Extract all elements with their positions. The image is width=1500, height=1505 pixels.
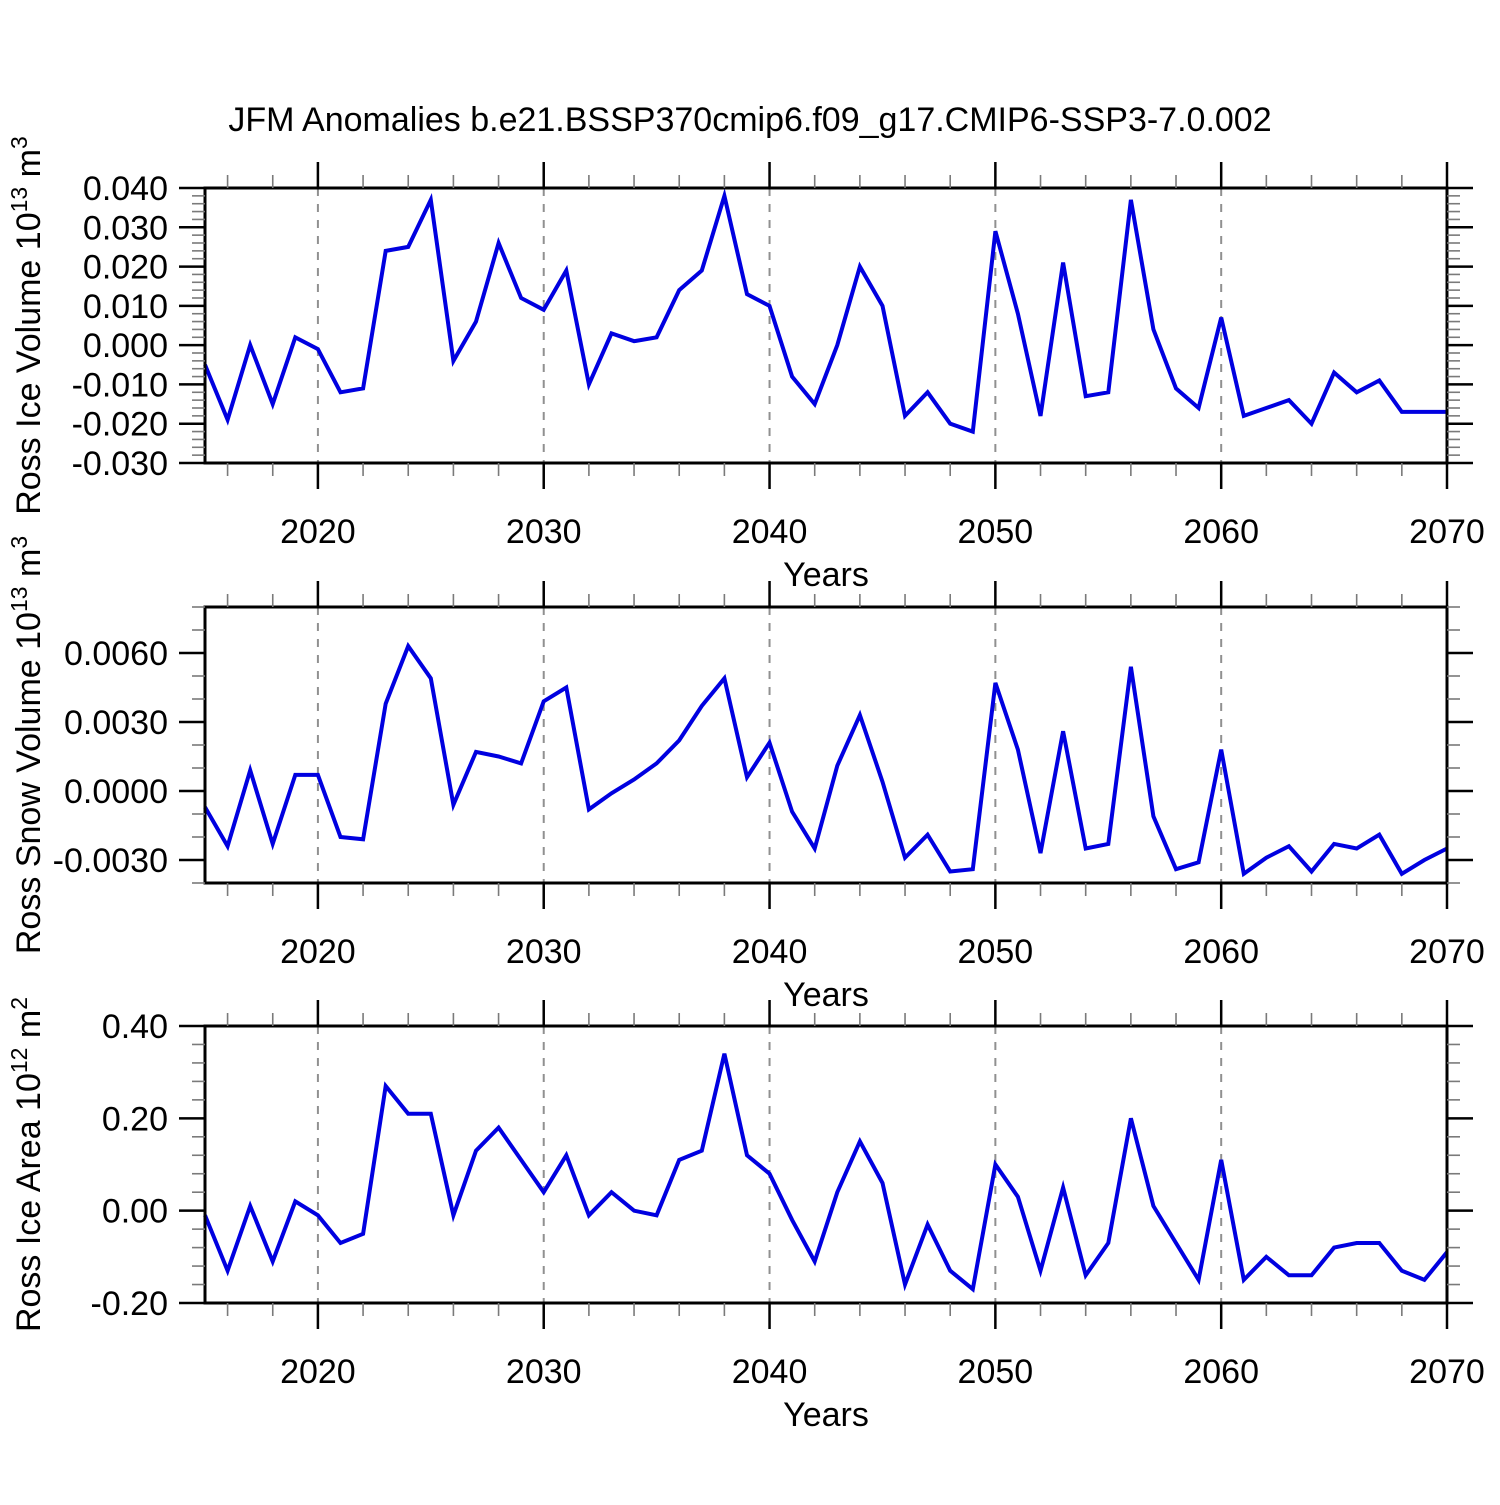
svg-text:0.010: 0.010 xyxy=(83,288,168,326)
svg-text:2050: 2050 xyxy=(958,1353,1034,1391)
svg-text:-0.20: -0.20 xyxy=(91,1285,169,1323)
svg-text:2030: 2030 xyxy=(506,1353,582,1391)
chart-ross-ice-volume: 2020 2030 2040 2050 2060 20700.0400.0300.0200… xyxy=(6,136,1485,594)
svg-text:0.40: 0.40 xyxy=(102,1008,168,1046)
svg-text:-0.020: -0.020 xyxy=(72,406,168,444)
y-tick-labels: 0.0060 0.0030 0.0000 -0.0030 xyxy=(53,635,168,880)
y-axis-title: Ross Snow Volume 1013 m3 xyxy=(6,536,48,954)
svg-text:-0.030: -0.030 xyxy=(72,445,168,483)
x-tick-labels: 2020 2030 2040 2050 2060 2070 xyxy=(280,513,1485,551)
plot-frame xyxy=(203,605,1449,885)
svg-text:0.000: 0.000 xyxy=(83,327,168,365)
svg-text:2070: 2070 xyxy=(1409,513,1485,551)
svg-text:-0.0030: -0.0030 xyxy=(53,842,168,880)
chart-ross-ice-area: 2020 2030 2040 2050 2060 2070 0.40 0.20 0.00 -0.2… xyxy=(6,997,1485,1434)
chart-ross-snow-volume: 2020 2030 2040 2050 2060 20700.00600.00300.00… xyxy=(6,536,1485,1014)
svg-text:-0.010: -0.010 xyxy=(72,366,168,404)
svg-text:2020: 2020 xyxy=(280,513,356,551)
svg-text:0.0060: 0.0060 xyxy=(64,635,168,673)
plot-frame xyxy=(203,186,1449,465)
svg-text:0.020: 0.020 xyxy=(83,249,168,287)
svg-text:2060: 2060 xyxy=(1183,513,1259,551)
series-line-ross-ice-area xyxy=(203,1053,1449,1293)
svg-text:2020: 2020 xyxy=(280,1353,356,1391)
svg-text:2020: 2020 xyxy=(280,933,356,971)
x-tick-labels: 2020 2030 2040 2050 2060 2070 xyxy=(280,933,1485,971)
series-line-ross-ice-volume xyxy=(203,188,1447,435)
x-axis-title: Years xyxy=(783,556,869,594)
svg-text:2030: 2030 xyxy=(506,513,582,551)
svg-text:0.030: 0.030 xyxy=(83,209,168,247)
svg-text:2060: 2060 xyxy=(1183,1353,1259,1391)
svg-text:2040: 2040 xyxy=(732,513,808,551)
figure-title: JFM Anomalies b.e21.BSSP370cmip6.f09_g17… xyxy=(228,101,1271,139)
svg-text:2070: 2070 xyxy=(1409,1353,1485,1391)
svg-text:0.00: 0.00 xyxy=(102,1193,168,1231)
y-axis-title: Ross Ice Area 1012 m2 xyxy=(6,997,48,1332)
svg-text:2040: 2040 xyxy=(732,933,808,971)
y-tick-labels: 0.0400.0300.0200.0100.000-0.010-0.020-0.… xyxy=(72,170,168,483)
svg-text:2040: 2040 xyxy=(732,1353,808,1391)
axis-ticks xyxy=(179,162,1473,489)
decade-gridlines xyxy=(316,188,1223,463)
x-tick-labels: 2020 2030 2040 2050 2060 2070 xyxy=(280,1353,1485,1391)
svg-text:0.0000: 0.0000 xyxy=(64,773,168,811)
charts-group: 2020 2030 2040 2050 2060 20700.0400.0300.0200… xyxy=(6,136,1485,1434)
svg-text:0.20: 0.20 xyxy=(102,1100,168,1138)
series-line-ross-snow-volume xyxy=(203,641,1448,878)
axis-ticks xyxy=(179,1000,1473,1329)
svg-text:0.040: 0.040 xyxy=(83,170,168,208)
x-axis-title: Years xyxy=(783,1396,869,1434)
svg-text:2050: 2050 xyxy=(958,513,1034,551)
decade-gridlines xyxy=(316,1026,1223,1303)
plot-frame xyxy=(203,1024,1449,1305)
y-axis-title: Ross Ice Volume 1013 m3 xyxy=(6,136,48,515)
svg-text:0.0030: 0.0030 xyxy=(64,704,168,742)
svg-text:2030: 2030 xyxy=(506,933,582,971)
svg-text:2070: 2070 xyxy=(1409,933,1485,971)
axis-ticks xyxy=(179,581,1473,909)
decade-gridlines xyxy=(316,607,1223,883)
x-axis-title: Years xyxy=(783,976,869,1014)
svg-text:2060: 2060 xyxy=(1183,933,1259,971)
y-tick-labels: 0.40 0.20 0.00 -0.20 xyxy=(91,1008,169,1323)
svg-text:2050: 2050 xyxy=(958,933,1034,971)
